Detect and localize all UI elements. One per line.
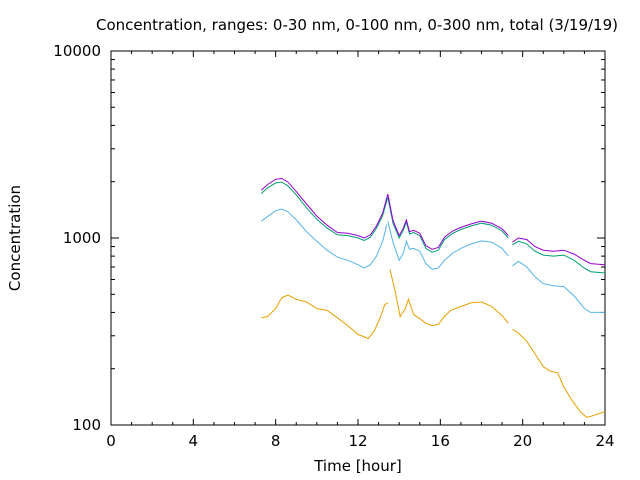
x-axis-label: Time [hour] [313, 457, 402, 475]
series-0 [261, 269, 606, 418]
series-layer [260, 177, 606, 418]
y-tick-label: 100 [72, 416, 101, 434]
x-tick-label: 20 [513, 432, 532, 450]
y-axis-label: Concentration [6, 185, 24, 291]
series-3 [260, 177, 606, 266]
series-line-segment [387, 221, 509, 270]
series-line-segment [512, 240, 606, 274]
series-1 [261, 208, 605, 313]
series-line-segment [389, 269, 509, 327]
x-tick-label: 24 [595, 432, 614, 450]
series-line-segment [261, 208, 388, 269]
series-line-segment [512, 237, 606, 266]
x-tick-label: 0 [106, 432, 116, 450]
series-line-segment [260, 181, 389, 242]
y-tick-label: 1000 [63, 229, 101, 247]
series-2 [260, 181, 606, 274]
axis-ticks [110, 50, 606, 426]
y-tick-label: 10000 [53, 42, 101, 60]
series-line-segment [387, 193, 509, 250]
x-tick-label: 4 [189, 432, 199, 450]
x-tick-label: 16 [431, 432, 450, 450]
tick-labels: 0 4 8 12 16 20 24 100 1000 10000 [53, 42, 614, 450]
x-tick-label: 12 [348, 432, 367, 450]
series-line-segment [260, 177, 389, 239]
x-tick-label: 8 [271, 432, 281, 450]
series-line-segment [261, 294, 389, 340]
series-line-segment [512, 328, 606, 418]
series-line-segment [387, 197, 509, 253]
series-line-segment [512, 260, 605, 313]
chart-title: Concentration, ranges: 0-30 nm, 0-100 nm… [96, 16, 618, 34]
